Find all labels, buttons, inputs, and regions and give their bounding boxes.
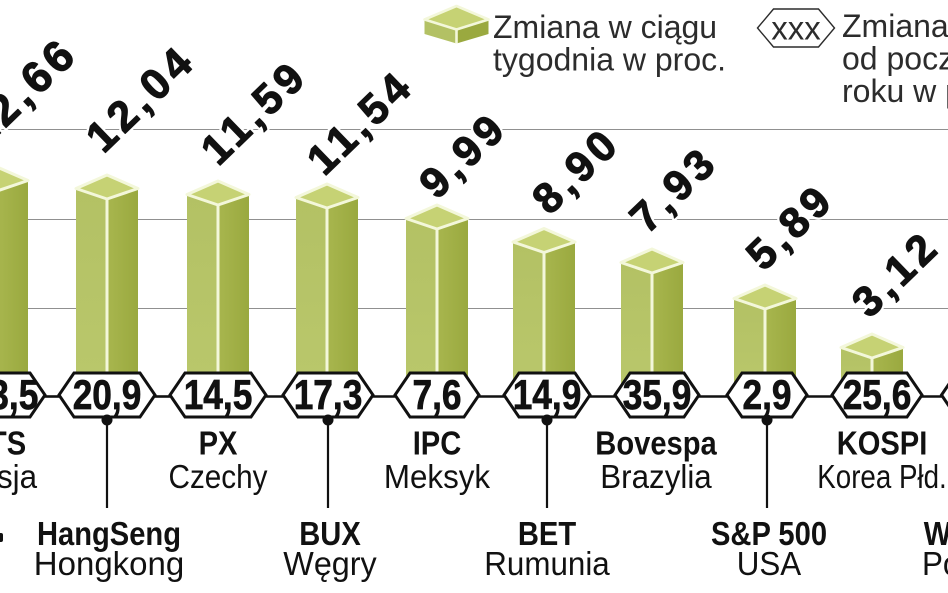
svg-text:Zmiana w ciągu: Zmiana w ciągu [493, 9, 717, 45]
svg-text:BET: BET [518, 515, 576, 552]
svg-text:xxx: xxx [771, 10, 821, 47]
svg-text:HangSeng: HangSeng [37, 515, 181, 552]
svg-text:Korea Płd.: Korea Płd. [817, 459, 946, 496]
svg-text:14,5: 14,5 [184, 372, 253, 419]
svg-text:33,5: 33,5 [0, 372, 38, 419]
svg-text:35,9: 35,9 [623, 372, 692, 419]
svg-text:PX: PX [199, 425, 238, 462]
svg-text:Meksyk: Meksyk [384, 458, 491, 495]
svg-text:IPC: IPC [413, 425, 462, 462]
svg-text:roku w proc.: roku w proc. [842, 73, 948, 109]
svg-text:7,6: 7,6 [412, 372, 461, 419]
svg-text:tygodnia w proc.: tygodnia w proc. [493, 42, 726, 78]
svg-text:S&P 500: S&P 500 [711, 515, 827, 552]
svg-text:BUX: BUX [299, 515, 361, 552]
svg-text:17,3: 17,3 [294, 372, 363, 419]
svg-text:Węgry: Węgry [283, 545, 377, 582]
svg-text:14,9: 14,9 [513, 372, 582, 419]
svg-text:od początku: od początku [842, 41, 948, 77]
svg-text:Zmiana: Zmiana [842, 8, 948, 44]
svg-text:Brazylia: Brazylia [600, 458, 712, 495]
svg-text:Hongkong: Hongkong [34, 545, 184, 582]
svg-text:KOSPI: KOSPI [837, 425, 928, 462]
svg-text:25,6: 25,6 [843, 372, 912, 419]
svg-text:Rosja: Rosja [0, 458, 37, 495]
svg-text:RTS: RTS [0, 425, 26, 462]
svg-text:Polska: Polska [922, 545, 948, 582]
svg-text:USA: USA [737, 545, 802, 582]
svg-text:Czechy: Czechy [169, 459, 268, 496]
svg-text:WIG20: WIG20 [924, 515, 948, 552]
svg-text:2,9: 2,9 [742, 372, 791, 419]
svg-text:Bovespa: Bovespa [595, 425, 717, 462]
svg-text:Rumunia: Rumunia [484, 545, 610, 582]
svg-text:20,9: 20,9 [73, 372, 142, 419]
